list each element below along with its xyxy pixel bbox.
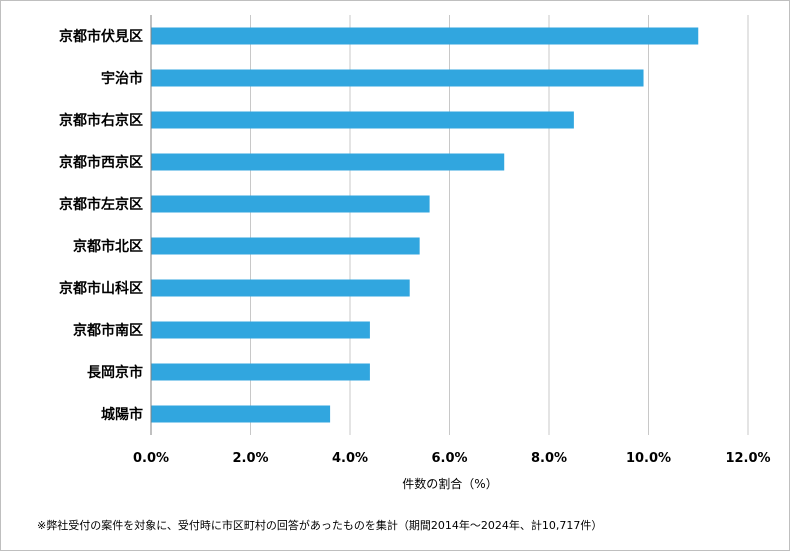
category-label: 京都市西京区 [59,154,143,171]
x-axis-title: 件数の割合（%） [402,476,497,491]
bar [151,27,699,45]
category-label: 京都市北区 [73,238,143,255]
bar [151,321,370,339]
x-tick-label: 12.0% [725,451,770,466]
x-tick-label: 6.0% [431,451,467,466]
bar [151,363,370,381]
category-label: 城陽市 [101,406,143,423]
x-tick-label: 2.0% [232,451,268,466]
bar [151,111,574,129]
bar [151,153,505,171]
bar [151,405,331,423]
bar [151,69,644,87]
category-label: 宇治市 [101,70,143,87]
category-label: 長岡京市 [87,364,143,381]
bar [151,195,430,213]
x-tick-label: 0.0% [133,451,169,466]
bars [151,27,699,423]
x-tick-label: 10.0% [626,451,671,466]
x-tick-label: 8.0% [531,451,567,466]
category-labels: 京都市伏見区宇治市京都市右京区京都市西京区京都市左京区京都市北区京都市山科区京都… [59,28,143,423]
x-tick-labels: 0.0% 2.0% 4.0% 6.0% 8.0% 10.0% 12.0% [133,451,771,466]
x-tick-label: 4.0% [332,451,368,466]
category-label: 京都市伏見区 [59,28,143,45]
bar [151,237,420,255]
category-label: 京都市山科区 [59,280,143,297]
footnote: ※弊社受付の案件を対象に、受付時に市区町村の回答があったものを集計（期間2014… [37,519,603,532]
bar [151,279,410,297]
category-label: 京都市左京区 [59,196,143,213]
category-label: 京都市右京区 [59,112,143,129]
category-label: 京都市南区 [73,322,143,339]
